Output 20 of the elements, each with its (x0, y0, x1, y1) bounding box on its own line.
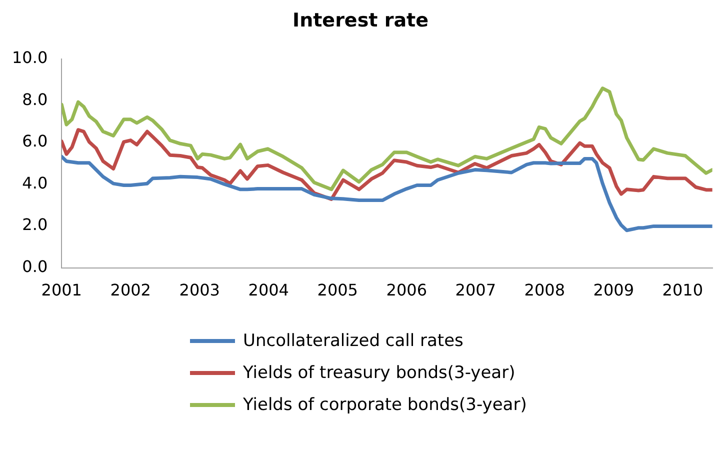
x-tick-label: 2009 (593, 280, 634, 300)
x-tick-label: 2005 (317, 280, 358, 300)
x-tick-label: 2003 (179, 280, 220, 300)
y-tick-label: 10.0 (12, 48, 48, 67)
x-tick-label: 2004 (248, 280, 289, 300)
legend-label: Yields of corporate bonds(3-year) (243, 395, 527, 415)
x-tick-label: 2002 (110, 280, 151, 300)
x-tick-label: 2001 (41, 280, 82, 300)
y-tick-label: 4.0 (22, 173, 48, 192)
y-tick-label: 6.0 (22, 132, 48, 151)
x-tick-label: 2006 (386, 280, 427, 300)
x-tick-label: 2007 (455, 280, 496, 300)
x-tick-label: 2008 (524, 280, 565, 300)
y-tick-label: 8.0 (22, 90, 48, 109)
y-tick-label: 2.0 (22, 215, 48, 234)
legend-label: Uncollateralized call rates (243, 331, 464, 351)
x-tick-label: 2010 (662, 280, 703, 300)
y-tick-label: 0.0 (22, 256, 48, 276)
legend-label: Yields of treasury bonds(3-year) (243, 363, 516, 383)
chart-title: Interest rate (292, 9, 428, 32)
